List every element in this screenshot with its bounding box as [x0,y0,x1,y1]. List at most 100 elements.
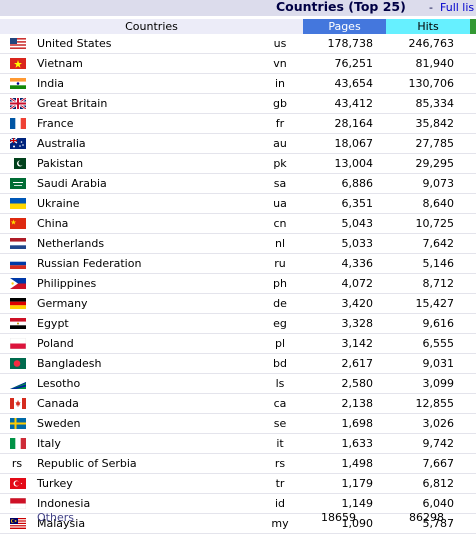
country-code: rs [274,457,286,470]
gb-flag-icon [10,98,26,109]
table-row: Indonesia id 1,149 6,040 [0,494,476,514]
pages-value: 3,328 [341,317,374,330]
sa-flag-icon [10,178,26,189]
country-code: tr [275,477,285,490]
table-row: Bangladesh bd 2,617 9,031 [0,354,476,374]
pages-value: 5,043 [341,217,374,230]
hits-value: 81,940 [415,57,455,70]
country-name: China [37,217,69,230]
section-title: Countries (Top 25) [276,0,406,14]
table-row: Ukraine ua 6,351 8,640 [0,194,476,214]
pages-value: 1,179 [341,477,374,490]
pages-value: 1,498 [341,457,374,470]
country-name: Great Britain [37,97,108,110]
country-code: se [273,417,287,430]
country-name: Republic of Serbia [37,457,137,470]
country-name: Australia [37,137,86,150]
pages-value: 2,617 [341,357,374,370]
table-row: Turkey tr 1,179 6,812 [0,474,476,494]
pages-value: 1,698 [341,417,374,430]
country-code: it [276,437,284,450]
table-row: Saudi Arabia sa 6,886 9,073 [0,174,476,194]
table-row: Pakistan pk 13,004 29,295 [0,154,476,174]
pl-flag-icon [10,338,26,349]
country-name: Lesotho [37,377,81,390]
section-title-bar: Countries (Top 25) - Full lis [0,0,476,16]
hits-value: 15,427 [415,297,455,310]
country-code: ua [273,197,287,210]
country-code: sa [273,177,287,190]
table-row: Egypt eg 3,328 9,616 [0,314,476,334]
country-code: pl [274,337,286,350]
hits-value: 130,706 [408,77,455,90]
hits-value: 3,026 [422,417,455,430]
ca-flag-icon [10,398,26,409]
hits-value: 12,855 [415,397,455,410]
table-row: Poland pl 3,142 6,555 [0,334,476,354]
table-row: Lesotho ls 2,580 3,099 [0,374,476,394]
country-name: Turkey [37,477,73,490]
country-code: id [274,497,286,510]
column-header-pages[interactable]: Pages [303,19,386,34]
table-row: Great Britain gb 43,412 85,334 [0,94,476,114]
table-row: Australia au 18,067 27,785 [0,134,476,154]
others-row: Others 18659 86298 [0,510,476,526]
pages-value: 1,633 [341,437,374,450]
pages-value: 28,164 [334,117,374,130]
hits-value: 6,040 [422,497,455,510]
country-name: United States [37,37,112,50]
pages-value: 3,142 [341,337,374,350]
table-row: Russian Federation ru 4,336 5,146 [0,254,476,274]
table-row: Germany de 3,420 15,427 [0,294,476,314]
country-name: Pakistan [37,157,84,170]
country-code: us [273,37,287,50]
ls-flag-icon [10,378,26,389]
country-name: Italy [37,437,61,450]
country-code: cn [273,217,287,230]
fr-flag-icon [10,118,26,129]
hits-value: 9,031 [422,357,455,370]
hits-value: 29,295 [415,157,455,170]
country-code: gb [273,97,287,110]
pages-value: 76,251 [334,57,374,70]
in-flag-icon [10,78,26,89]
table-row: United States us 178,738 246,763 [0,34,476,54]
hits-value: 10,725 [415,217,455,230]
ua-flag-icon [10,198,26,209]
hits-value: 6,812 [422,477,455,490]
id-flag-icon [10,498,26,509]
tr-flag-icon [10,478,26,489]
title-separator: - [429,1,433,14]
others-hits: 86298 [409,511,444,524]
column-header-countries[interactable]: Countries [0,19,303,34]
country-name: Canada [37,397,79,410]
hits-value: 9,616 [422,317,455,330]
country-name: Vietnam [37,57,83,70]
pages-value: 6,886 [341,177,374,190]
table-row: Philippines ph 4,072 8,712 [0,274,476,294]
table-row: Canada ca 2,138 12,855 [0,394,476,414]
hits-value: 9,742 [422,437,455,450]
it-flag-icon [10,438,26,449]
pages-value: 4,336 [341,257,374,270]
table-row: Sweden se 1,698 3,026 [0,414,476,434]
country-code: in [274,77,286,90]
full-list-link[interactable]: Full lis [440,1,475,14]
column-header-bandwidth-edge [470,19,476,34]
pk-flag-icon [10,158,26,169]
hits-value: 5,146 [422,257,455,270]
country-name: Philippines [37,277,97,290]
pages-value: 2,580 [341,377,374,390]
se-flag-icon [10,418,26,429]
pages-value: 5,033 [341,237,374,250]
pages-value: 6,351 [341,197,374,210]
column-header-hits[interactable]: Hits [386,19,470,34]
country-code: de [273,297,287,310]
pages-value: 4,072 [341,277,374,290]
flag-placeholder-text: rs [11,457,23,470]
pages-value: 43,654 [334,77,374,90]
hits-value: 35,842 [415,117,455,130]
hits-value: 8,640 [422,197,455,210]
table-row: Italy it 1,633 9,742 [0,434,476,454]
table-row: France fr 28,164 35,842 [0,114,476,134]
